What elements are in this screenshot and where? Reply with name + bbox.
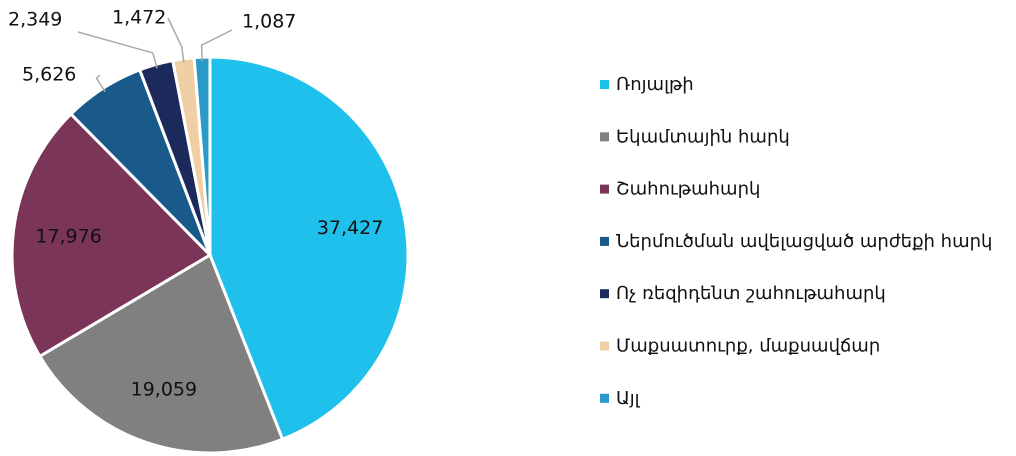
legend-swatch	[600, 184, 609, 194]
leader-line	[95, 74, 106, 93]
legend-label: Մաքսատուրք, մաքսավճար	[616, 336, 880, 357]
legend-swatch	[600, 393, 609, 403]
legend-label: Եկամտային հարկ	[616, 126, 790, 147]
leader-line	[77, 31, 158, 69]
data-label: 1,472	[112, 7, 166, 29]
data-label: 2,349	[8, 9, 62, 31]
legend-label: Ներմուծման ավելացված արժեքի հարկ	[616, 231, 992, 252]
legend-label: Ոչ ռեզիդենտ շահութահարկ	[616, 283, 886, 304]
legend-label: Ռոյալթի	[616, 74, 694, 95]
data-label: 17,976	[35, 225, 101, 247]
leader-line	[167, 17, 185, 63]
pie-slice	[208, 55, 410, 442]
data-label: 19,059	[131, 378, 197, 400]
legend-label: Այլ	[616, 388, 641, 409]
data-label: 1,087	[242, 11, 296, 33]
legend-swatch	[600, 236, 609, 246]
data-label: 37,427	[317, 217, 383, 239]
legend-label: Շահութահարկ	[616, 179, 760, 200]
data-label: 5,626	[22, 64, 76, 86]
leader-line	[200, 29, 233, 62]
legend-swatch	[600, 132, 609, 142]
legend-swatch	[600, 80, 609, 89]
legend-swatch	[600, 341, 609, 351]
pie-slice	[10, 111, 213, 359]
pie-slice	[37, 252, 285, 455]
legend-swatch	[600, 289, 609, 299]
